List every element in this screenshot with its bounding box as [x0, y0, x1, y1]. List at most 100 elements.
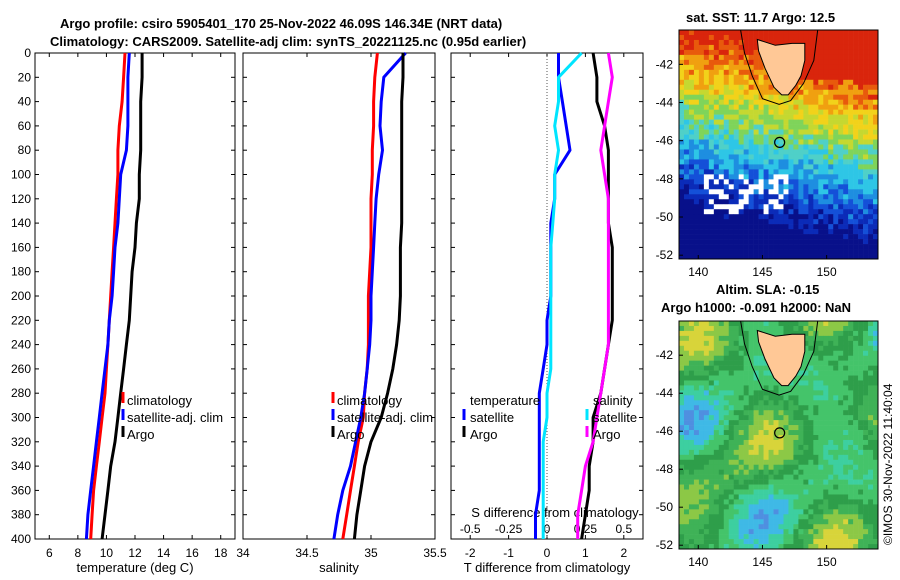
map-cell	[728, 390, 735, 396]
map-cell	[833, 420, 839, 426]
map-cell	[828, 139, 834, 145]
map-cell	[798, 224, 804, 230]
map-cell	[793, 444, 799, 451]
map-cell	[748, 385, 754, 391]
x-tick-label: 1	[582, 546, 589, 560]
map-cell	[863, 229, 869, 235]
map-cell	[783, 179, 789, 185]
map-cell	[728, 159, 735, 165]
map-cell	[873, 410, 879, 416]
map-cell	[823, 99, 829, 105]
map-cell	[803, 179, 809, 185]
map-cell	[813, 234, 819, 240]
map-cell	[768, 194, 774, 200]
map-cell	[753, 395, 759, 401]
map-cell	[788, 405, 794, 411]
map-cell	[743, 360, 749, 366]
map-cell	[738, 79, 744, 86]
map-cell	[713, 489, 720, 495]
map-cell	[763, 184, 769, 190]
map-cell	[768, 489, 774, 495]
map-cell	[833, 94, 839, 100]
map-cell	[873, 321, 879, 327]
map-cell	[778, 544, 784, 550]
map-cell	[868, 39, 874, 46]
map-cell	[848, 104, 854, 110]
map-cell	[733, 39, 739, 46]
map-cell	[728, 345, 735, 352]
map-cell	[793, 129, 799, 135]
map-cell	[808, 89, 814, 96]
map-cell	[758, 239, 764, 245]
map-cell	[843, 169, 849, 175]
map-cell	[838, 74, 844, 81]
map-cell	[693, 204, 700, 210]
map-cell	[703, 179, 710, 185]
map-cell	[873, 239, 879, 245]
map-cell	[763, 74, 769, 81]
map-cell	[858, 350, 864, 356]
map-cell	[788, 124, 794, 130]
map-cell	[708, 249, 715, 255]
map-cell	[743, 484, 749, 490]
map-cell	[818, 340, 824, 347]
map-cell	[833, 325, 839, 332]
map-cell	[808, 415, 814, 421]
map-cell	[698, 544, 705, 550]
map-cell	[693, 219, 700, 225]
map-cell	[788, 159, 794, 165]
map-cell	[679, 410, 685, 416]
map-cell	[693, 124, 700, 130]
map-cell	[703, 114, 710, 120]
map-cell	[718, 509, 725, 515]
map-cell	[763, 375, 769, 381]
map-cell	[778, 114, 784, 120]
map-cell	[868, 139, 874, 145]
map-cell	[783, 325, 789, 332]
map-cell	[708, 489, 715, 495]
map-cell	[693, 345, 700, 352]
map-cell	[688, 544, 695, 550]
map-cell	[833, 499, 839, 505]
map-cell	[803, 350, 809, 356]
map-cell	[743, 239, 749, 245]
map-cell	[743, 49, 749, 56]
map-cell	[768, 479, 774, 485]
map-cell	[848, 209, 854, 215]
map-cell	[693, 321, 700, 327]
map-cell	[728, 479, 735, 485]
map-cell	[733, 30, 739, 36]
map-cell	[698, 350, 705, 356]
map-cell	[679, 529, 685, 535]
map-cell	[768, 514, 774, 520]
map-cell	[828, 489, 834, 495]
map-cell	[858, 539, 864, 545]
map-cell	[868, 479, 874, 485]
map-cell	[703, 514, 710, 520]
map-cell	[708, 380, 715, 386]
map-cell	[748, 479, 754, 485]
map-cell	[713, 484, 720, 490]
map-cell	[743, 365, 749, 371]
map-cell	[708, 169, 715, 175]
x-axis-label: T difference from climatology	[464, 560, 631, 575]
map-cell	[679, 104, 685, 110]
map-cell	[748, 499, 754, 505]
map-cell	[873, 184, 879, 190]
map-cell	[698, 244, 705, 250]
map-cell	[718, 494, 725, 500]
title-line-1: Argo profile: csiro 5905401_170 25-Nov-2…	[60, 16, 502, 31]
map-cell	[793, 375, 799, 381]
map-cell	[768, 435, 774, 441]
map-cell	[838, 449, 844, 456]
map-cell	[703, 340, 710, 347]
map-cell	[818, 504, 824, 510]
map-cell	[738, 484, 744, 490]
map-cell	[858, 129, 864, 135]
map-cell	[733, 405, 739, 411]
map-cell	[768, 244, 774, 250]
map-cell	[783, 410, 789, 416]
map-cell	[679, 325, 685, 332]
map-cell	[863, 430, 869, 436]
